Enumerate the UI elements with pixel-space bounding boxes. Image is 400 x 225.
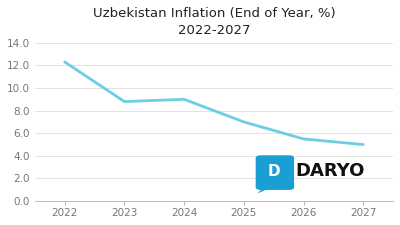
Title: Uzbekistan Inflation (End of Year, %)
2022-2027: Uzbekistan Inflation (End of Year, %) 20… (93, 7, 335, 37)
Text: DARYO: DARYO (295, 162, 365, 180)
Text: D: D (268, 164, 280, 179)
